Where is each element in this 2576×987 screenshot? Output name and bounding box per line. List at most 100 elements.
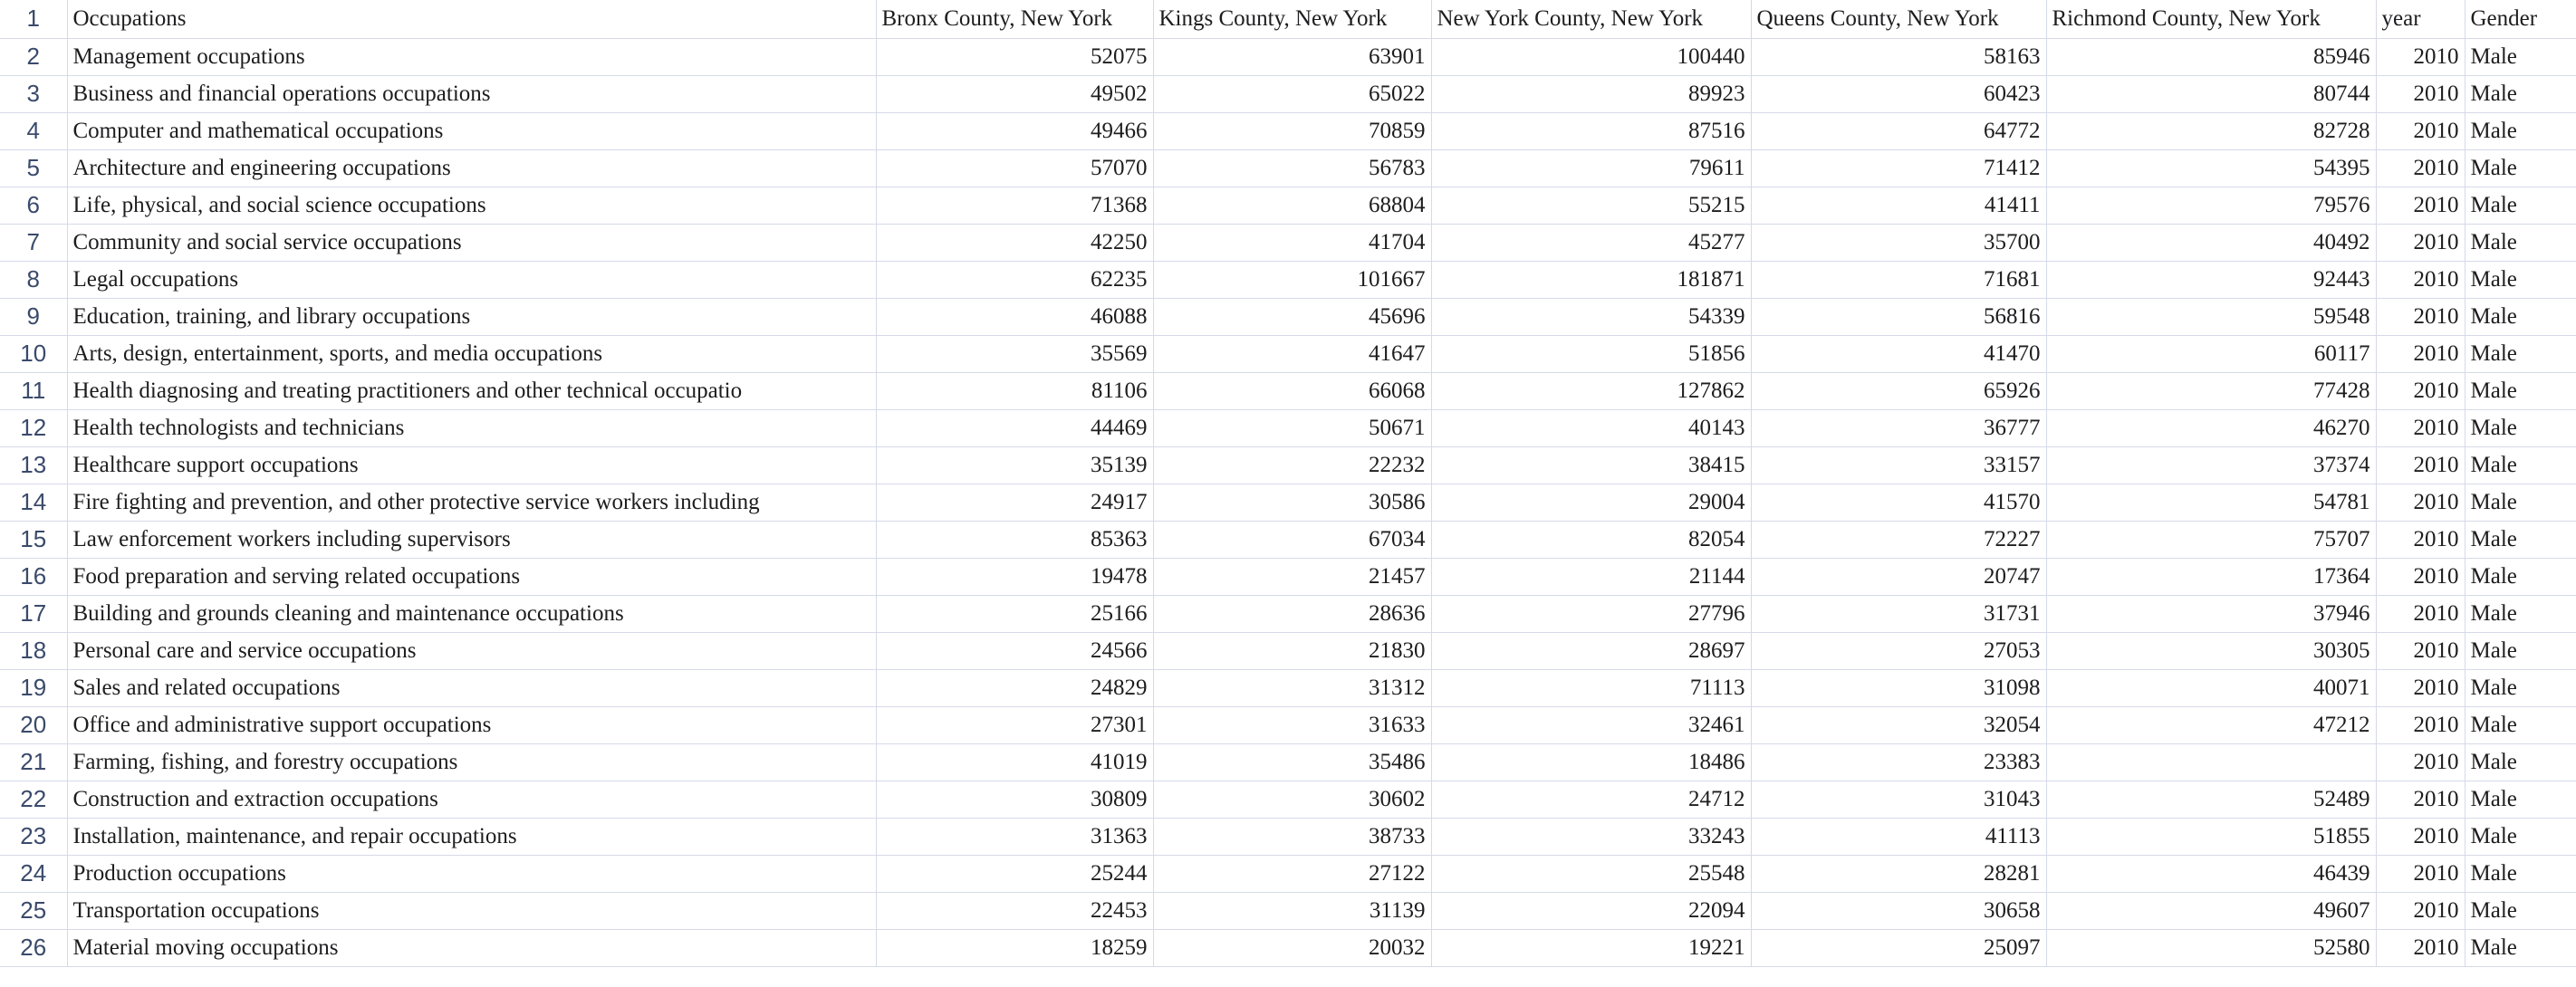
header-cell-year[interactable]: year (2376, 0, 2465, 39)
cell-year[interactable]: 2010 (2376, 75, 2465, 113)
cell-occupation[interactable]: Health technologists and technicians (67, 409, 877, 447)
cell-new-york[interactable]: 18486 (1431, 743, 1752, 781)
cell-queens[interactable]: 32054 (1751, 706, 2047, 744)
cell-year[interactable]: 2010 (2376, 224, 2465, 262)
cell-kings[interactable]: 45696 (1153, 298, 1432, 336)
cell-year[interactable]: 2010 (2376, 669, 2465, 707)
cell-year[interactable]: 2010 (2376, 187, 2465, 225)
cell-gender[interactable]: Male (2465, 38, 2576, 76)
header-cell-occupation[interactable]: Occupations (67, 0, 877, 39)
cell-occupation[interactable]: Production occupations (67, 855, 877, 893)
cell-year[interactable]: 2010 (2376, 335, 2465, 373)
cell-gender[interactable]: Male (2465, 149, 2576, 187)
cell-year[interactable]: 2010 (2376, 781, 2465, 819)
cell-new-york[interactable]: 181871 (1431, 261, 1752, 299)
cell-bronx[interactable]: 49502 (876, 75, 1154, 113)
cell-gender[interactable]: Male (2465, 261, 2576, 299)
cell-bronx[interactable]: 35569 (876, 335, 1154, 373)
cell-occupation[interactable]: Education, training, and library occupat… (67, 298, 877, 336)
row-number[interactable]: 18 (0, 632, 68, 670)
header-cell-queens[interactable]: Queens County, New York (1751, 0, 2047, 39)
cell-bronx[interactable]: 46088 (876, 298, 1154, 336)
cell-new-york[interactable]: 54339 (1431, 298, 1752, 336)
cell-gender[interactable]: Male (2465, 781, 2576, 819)
cell-gender[interactable]: Male (2465, 224, 2576, 262)
cell-gender[interactable]: Male (2465, 632, 2576, 670)
cell-richmond[interactable]: 59548 (2046, 298, 2377, 336)
cell-gender[interactable]: Male (2465, 187, 2576, 225)
cell-richmond[interactable]: 40071 (2046, 669, 2377, 707)
cell-year[interactable]: 2010 (2376, 409, 2465, 447)
cell-queens[interactable]: 56816 (1751, 298, 2047, 336)
cell-bronx[interactable]: 35139 (876, 446, 1154, 484)
cell-year[interactable]: 2010 (2376, 38, 2465, 76)
cell-kings[interactable]: 41647 (1153, 335, 1432, 373)
cell-richmond[interactable]: 52489 (2046, 781, 2377, 819)
cell-kings[interactable]: 41704 (1153, 224, 1432, 262)
cell-gender[interactable]: Male (2465, 706, 2576, 744)
cell-gender[interactable]: Male (2465, 892, 2576, 930)
cell-queens[interactable]: 60423 (1751, 75, 2047, 113)
cell-year[interactable]: 2010 (2376, 892, 2465, 930)
cell-bronx[interactable]: 49466 (876, 112, 1154, 150)
row-number[interactable]: 11 (0, 372, 68, 410)
cell-bronx[interactable]: 81106 (876, 372, 1154, 410)
row-number[interactable]: 22 (0, 781, 68, 819)
cell-new-york[interactable]: 45277 (1431, 224, 1752, 262)
cell-bronx[interactable]: 71368 (876, 187, 1154, 225)
cell-occupation[interactable]: Transportation occupations (67, 892, 877, 930)
cell-occupation[interactable]: Construction and extraction occupations (67, 781, 877, 819)
cell-kings[interactable]: 56783 (1153, 149, 1432, 187)
row-number[interactable]: 14 (0, 484, 68, 522)
cell-year[interactable]: 2010 (2376, 112, 2465, 150)
cell-queens[interactable]: 41470 (1751, 335, 2047, 373)
cell-richmond[interactable]: 75707 (2046, 521, 2377, 559)
cell-new-york[interactable]: 19221 (1431, 929, 1752, 967)
row-number[interactable]: 4 (0, 112, 68, 150)
cell-kings[interactable]: 28636 (1153, 595, 1432, 633)
cell-kings[interactable]: 21457 (1153, 558, 1432, 596)
row-number[interactable]: 15 (0, 521, 68, 559)
cell-occupation[interactable]: Arts, design, entertainment, sports, and… (67, 335, 877, 373)
cell-kings[interactable]: 35486 (1153, 743, 1432, 781)
cell-richmond[interactable]: 60117 (2046, 335, 2377, 373)
cell-richmond[interactable]: 92443 (2046, 261, 2377, 299)
row-number[interactable]: 9 (0, 298, 68, 336)
cell-kings[interactable]: 30586 (1153, 484, 1432, 522)
cell-richmond[interactable]: 54395 (2046, 149, 2377, 187)
cell-occupation[interactable]: Food preparation and serving related occ… (67, 558, 877, 596)
cell-bronx[interactable]: 62235 (876, 261, 1154, 299)
cell-queens[interactable]: 27053 (1751, 632, 2047, 670)
cell-bronx[interactable]: 18259 (876, 929, 1154, 967)
row-number[interactable]: 24 (0, 855, 68, 893)
cell-queens[interactable]: 23383 (1751, 743, 2047, 781)
header-cell-gender[interactable]: Gender (2465, 0, 2576, 39)
cell-new-york[interactable]: 32461 (1431, 706, 1752, 744)
cell-kings[interactable]: 50671 (1153, 409, 1432, 447)
cell-queens[interactable]: 31731 (1751, 595, 2047, 633)
cell-richmond[interactable] (2046, 743, 2377, 781)
cell-year[interactable]: 2010 (2376, 818, 2465, 856)
row-number[interactable]: 26 (0, 929, 68, 967)
cell-queens[interactable]: 28281 (1751, 855, 2047, 893)
cell-new-york[interactable]: 87516 (1431, 112, 1752, 150)
cell-bronx[interactable]: 19478 (876, 558, 1154, 596)
cell-kings[interactable]: 70859 (1153, 112, 1432, 150)
header-cell-kings[interactable]: Kings County, New York (1153, 0, 1432, 39)
cell-new-york[interactable]: 24712 (1431, 781, 1752, 819)
cell-queens[interactable]: 30658 (1751, 892, 2047, 930)
cell-occupation[interactable]: Building and grounds cleaning and mainte… (67, 595, 877, 633)
cell-richmond[interactable]: 80744 (2046, 75, 2377, 113)
cell-new-york[interactable]: 38415 (1431, 446, 1752, 484)
cell-new-york[interactable]: 29004 (1431, 484, 1752, 522)
cell-year[interactable]: 2010 (2376, 149, 2465, 187)
cell-bronx[interactable]: 57070 (876, 149, 1154, 187)
cell-queens[interactable]: 65926 (1751, 372, 2047, 410)
cell-kings[interactable]: 67034 (1153, 521, 1432, 559)
row-number[interactable]: 3 (0, 75, 68, 113)
cell-occupation[interactable]: Installation, maintenance, and repair oc… (67, 818, 877, 856)
row-number[interactable]: 1 (0, 0, 68, 39)
cell-richmond[interactable]: 37946 (2046, 595, 2377, 633)
cell-bronx[interactable]: 25244 (876, 855, 1154, 893)
cell-gender[interactable]: Male (2465, 929, 2576, 967)
